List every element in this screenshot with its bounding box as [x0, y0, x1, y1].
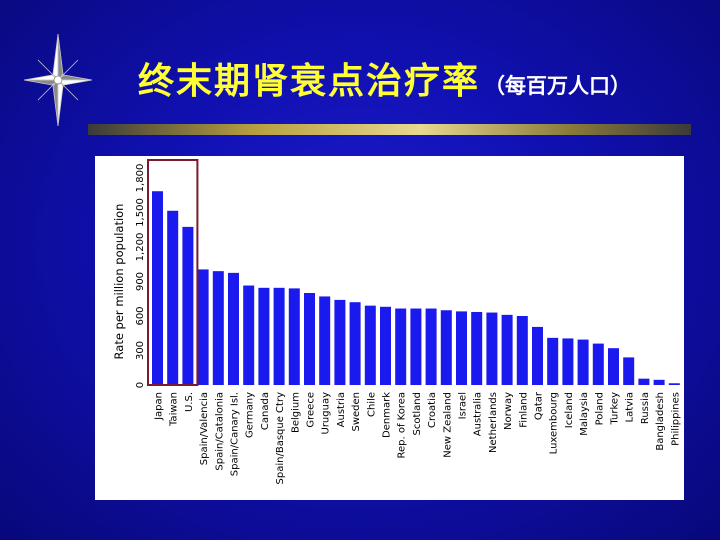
highlight-box — [147, 159, 199, 386]
x-tick-label-spain-canary-isl: Spain/Canary Isl. — [230, 392, 241, 476]
bar-spain-valencia — [197, 269, 209, 385]
title-divider — [88, 124, 691, 135]
bar-philippines — [668, 383, 680, 385]
bar-taiwan — [167, 210, 179, 385]
x-tick-label-canada: Canada — [260, 392, 271, 430]
bar-bangladesh — [653, 379, 665, 385]
bar-qatar — [532, 326, 543, 385]
bar-malaysia — [577, 339, 589, 385]
x-tick-label-norway: Norway — [503, 392, 514, 430]
bar-chart: Rate per million population 0 300 600 900 1,2… — [112, 159, 681, 485]
bar-rep-of-korea — [395, 308, 407, 385]
x-tick-label-qatar: Qatar — [534, 391, 545, 420]
bar-australia — [471, 311, 483, 385]
bar-greece — [304, 293, 315, 385]
y-tick-label-300: 300 — [135, 341, 146, 360]
bar-canada — [258, 287, 270, 385]
x-tick-label-denmark: Denmark — [382, 392, 393, 438]
bar-germany — [243, 285, 255, 385]
bar-poland — [592, 343, 604, 385]
bar-latvia — [623, 357, 635, 385]
y-tick-label-1200: 1,200 — [135, 233, 146, 262]
bar-croatia — [425, 308, 437, 385]
x-tick-label-u-s: U.S. — [184, 392, 195, 412]
x-tick-label-philippines: Philippines — [670, 392, 681, 446]
bar-new-zealand — [440, 310, 452, 385]
x-tick-label-rep-of-korea: Rep. of Korea — [397, 392, 408, 459]
bar-luxembourg — [547, 337, 559, 385]
bar-turkey — [608, 348, 619, 385]
bar-denmark — [380, 306, 391, 385]
x-tick-label-turkey: Turkey — [610, 392, 621, 426]
x-tick-label-finland: Finland — [518, 392, 529, 428]
x-tick-label-malaysia: Malaysia — [579, 392, 590, 436]
x-tick-label-greece: Greece — [306, 392, 317, 428]
bar-israel — [456, 311, 467, 385]
x-tick-label-poland: Poland — [594, 392, 605, 425]
x-tick-label-sweden: Sweden — [351, 392, 362, 432]
x-tick-label-croatia: Croatia — [427, 392, 438, 428]
x-tick-label-belgium: Belgium — [290, 392, 301, 433]
x-tick-label-latvia: Latvia — [625, 392, 636, 422]
x-tick-label-iceland: Iceland — [564, 392, 575, 428]
x-tick-label-new-zealand: New Zealand — [442, 392, 453, 458]
bar-russia — [638, 378, 650, 385]
bar-spain-catalonia — [212, 271, 224, 385]
x-tick-label-spain-catalonia: Spain/Catalonia — [214, 392, 225, 471]
y-tick-label-1800: 1,800 — [135, 164, 146, 193]
y-tick-label-600: 600 — [135, 306, 146, 325]
x-tick-label-netherlands: Netherlands — [488, 392, 499, 453]
x-tick-label-germany: Germany — [245, 392, 256, 438]
y-tick-label-900: 900 — [135, 272, 146, 291]
bar-japan — [152, 191, 163, 385]
y-tick-label-1500: 1,500 — [135, 198, 146, 227]
bar-finland — [516, 316, 528, 385]
slide-title-subtitle: （每百万人口） — [484, 74, 632, 98]
slide-title: 终末期肾衰点治疗率 （每百万人口） — [138, 52, 631, 102]
x-tick-label-luxembourg: Luxembourg — [549, 392, 560, 454]
x-tick-label-taiwan: Taiwan — [169, 392, 180, 427]
x-tick-label-austria: Austria — [336, 392, 347, 427]
y-axis-title: Rate per million population — [112, 204, 126, 360]
slide-title-main: 终末期肾衰点治疗率 — [138, 61, 481, 102]
chart-panel: Rate per million population 0 300 600 900 1,2… — [95, 156, 684, 500]
y-tick-label-0: 0 — [135, 382, 146, 388]
x-tick-label-japan: Japan — [154, 392, 165, 421]
bar-u-s — [182, 226, 194, 385]
x-tick-label-russia: Russia — [640, 392, 651, 424]
x-tick-label-spain-valencia: Spain/Valencia — [199, 392, 210, 465]
x-tick-label-australia: Australia — [473, 392, 484, 436]
x-tick-label-israel: Israel — [458, 392, 469, 419]
bar-norway — [501, 314, 513, 385]
x-tick-label-uruguay: Uruguay — [321, 392, 332, 435]
bar-spain-basque-ctry — [273, 287, 285, 385]
x-tick-label-scotland: Scotland — [412, 392, 423, 435]
bar-iceland — [562, 338, 574, 385]
x-tick-label-chile: Chile — [366, 392, 377, 417]
bar-spain-canary-isl — [228, 272, 239, 385]
bar-uruguay — [319, 296, 331, 385]
bar-sweden — [349, 302, 361, 385]
x-tick-label-spain-basque-ctry: Spain/Basque Ctry — [275, 392, 286, 485]
bar-belgium — [288, 288, 300, 385]
bar-netherlands — [486, 312, 498, 385]
x-tick-label-bangladesh: Bangladesh — [655, 392, 666, 451]
bar-scotland — [410, 308, 422, 385]
compass-star-icon — [23, 33, 93, 127]
bar-austria — [334, 299, 346, 385]
bar-chile — [364, 305, 376, 385]
